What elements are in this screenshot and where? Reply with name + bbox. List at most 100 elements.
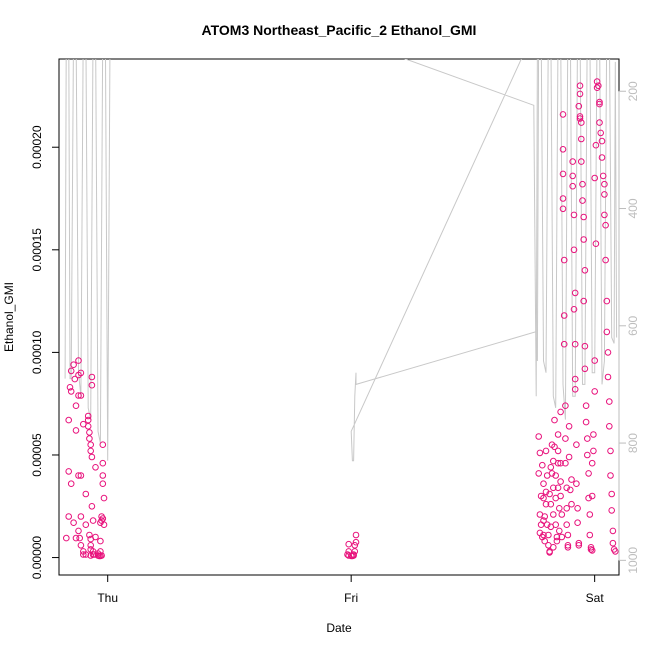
data-point [603, 328, 611, 336]
data-point [584, 435, 591, 442]
data-point [591, 388, 599, 395]
data-point [552, 521, 560, 529]
data-point [556, 505, 563, 512]
data-point [82, 490, 90, 498]
y2-tick-label: 200 [626, 81, 640, 101]
data-point [575, 542, 583, 549]
data-point [602, 221, 609, 229]
data-point [547, 500, 555, 508]
data-point [67, 367, 75, 375]
x-axis: Thu Fri Sat [97, 574, 604, 605]
data-point [573, 480, 580, 488]
data-point [70, 519, 77, 527]
data-point [560, 256, 568, 264]
data-point [88, 381, 96, 389]
data-point [585, 494, 592, 502]
data-point [99, 515, 107, 522]
data-point [100, 521, 108, 529]
data-point [576, 113, 584, 120]
data-point [581, 342, 589, 350]
data-point [65, 468, 72, 475]
point-series-layer [63, 78, 619, 560]
data-point [86, 435, 93, 442]
data-point [565, 423, 573, 430]
data-point [599, 172, 607, 180]
data-point [540, 480, 547, 488]
data-point [588, 492, 596, 500]
data-point [77, 369, 85, 377]
y2-tick-label: 1000 [626, 547, 640, 574]
data-point [559, 146, 567, 153]
data-point [554, 459, 562, 467]
data-point [593, 78, 601, 85]
data-point [574, 519, 581, 527]
data-point [582, 402, 590, 410]
data-point [77, 513, 85, 520]
data-point [581, 267, 589, 274]
data-point [82, 551, 90, 558]
data-point [543, 521, 551, 529]
data-point [100, 494, 108, 502]
data-point [352, 538, 360, 546]
data-point [550, 544, 557, 551]
data-point [569, 182, 577, 190]
data-point [560, 312, 568, 319]
data-point [602, 256, 609, 264]
data-point [98, 552, 105, 559]
data-point [562, 435, 569, 442]
data-point [576, 115, 584, 122]
data-point [542, 500, 550, 508]
data-point [591, 357, 599, 364]
data-point [571, 386, 579, 393]
data-point [546, 549, 553, 556]
data-point [87, 441, 94, 449]
y-tick-label: 0.00005 [30, 433, 44, 477]
data-point [89, 517, 97, 524]
data-point [571, 340, 579, 348]
data-point [554, 431, 562, 438]
data-point [345, 552, 353, 559]
data-point [592, 141, 600, 149]
data-point [571, 289, 579, 297]
data-point [84, 412, 92, 420]
data-point [612, 548, 619, 555]
data-point [99, 480, 107, 488]
plot-frame [58, 58, 620, 576]
data-point [579, 180, 586, 188]
data-point [581, 365, 589, 373]
data-point [548, 470, 556, 477]
data-point [598, 137, 606, 145]
data-point [601, 180, 608, 188]
data-point [598, 154, 606, 161]
data-point [580, 297, 588, 305]
data-point [569, 158, 577, 165]
data-point [554, 484, 562, 492]
data-point [542, 488, 550, 496]
data-point [66, 384, 74, 391]
data-point [540, 494, 547, 502]
data-point [590, 447, 597, 455]
data-point [539, 461, 546, 469]
data-point [571, 375, 579, 383]
data-point [557, 459, 564, 467]
data-point [609, 527, 617, 535]
data-point [92, 533, 99, 541]
data-point [604, 373, 612, 381]
data-point [608, 507, 616, 514]
data-point [585, 470, 592, 477]
data-point [556, 527, 563, 535]
data-point [607, 472, 614, 479]
data-point [97, 537, 104, 545]
data-point [565, 453, 573, 461]
chart-title: ATOM3 Northeast_Pacific_2 Ethanol_GMI [202, 22, 477, 38]
data-point [586, 511, 594, 518]
data-point [559, 170, 567, 178]
data-point [72, 534, 80, 542]
data-point [77, 392, 85, 399]
data-point [573, 441, 580, 449]
data-point [559, 205, 567, 213]
data-point [553, 537, 561, 545]
data-point [563, 484, 571, 492]
data-point [596, 98, 603, 106]
data-point [597, 129, 605, 137]
